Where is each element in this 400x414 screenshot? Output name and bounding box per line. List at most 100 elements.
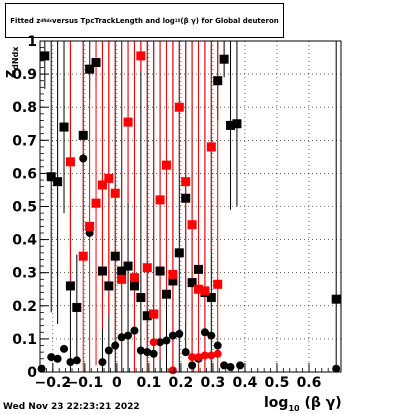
circle-marker [188,361,197,370]
circle-marker [37,364,46,373]
square-marker [123,117,133,127]
plot-frame [39,40,342,373]
square-marker [155,266,165,276]
circle-marker [149,349,158,358]
y-tick-label: 0.5 [12,200,37,216]
square-marker [187,278,197,288]
x-tick-label: 0 [112,375,122,391]
circle-marker [188,353,197,362]
square-marker [142,263,152,273]
circle-marker [200,351,209,360]
square-marker [181,177,191,187]
square-marker [213,279,223,289]
square-marker [168,276,178,286]
square-marker [206,142,216,152]
circle-marker [98,358,107,367]
square-marker [161,160,171,170]
timestamp: Wed Nov 23 22:23:21 2022 [3,402,140,412]
square-marker [155,195,165,205]
grid [40,41,341,372]
y-tick-label: 0.3 [12,266,37,282]
square-marker [213,76,223,86]
x-tick-label: 0.4 [233,375,258,391]
circle-marker [226,363,235,372]
circle-marker [130,326,139,335]
square-marker [97,180,107,190]
circle-marker [168,366,177,375]
square-marker [117,266,127,276]
circle-marker [332,364,341,373]
circle-marker [236,361,245,370]
circle-marker [220,361,229,370]
y-tick-label: 0.2 [12,299,37,315]
square-marker [78,130,88,140]
x-axis-title: log10 (β γ) [264,395,342,413]
square-marker [194,264,204,274]
circle-marker [213,349,222,358]
square-marker [91,198,101,208]
square-marker [129,281,139,291]
x-tick-label: 0.5 [265,375,290,391]
square-marker [149,309,159,319]
square-marker [181,193,191,203]
square-marker [40,51,50,61]
circle-marker [104,346,113,355]
x-tick-label: 0.3 [201,375,226,391]
circle-marker [149,338,158,347]
square-marker [174,102,184,112]
square-marker [206,293,216,303]
title-middle: versus TpcTrackLength and log [52,16,175,25]
square-marker [219,54,229,64]
square-marker [65,281,75,291]
y-tick-label: 1 [27,34,37,50]
y-tick-label: 0 [27,365,37,381]
y-tick-label: 0.7 [12,133,37,149]
circle-marker [124,331,133,340]
square-marker [85,64,95,74]
title-middle-sub: 10 [174,18,181,23]
circle-marker [85,228,94,237]
title-suffix: (β γ) for Global deuteron [180,16,279,25]
square-marker [226,120,236,130]
y-axis-title: zdNdx [2,46,20,78]
square-marker [110,188,120,198]
axis-ticks [39,40,335,373]
circle-marker [207,331,216,340]
circle-marker [60,344,69,353]
x-tick-label: 0.6 [297,375,322,391]
circle-marker [200,328,209,337]
title-prefix-sub: dNdx [40,18,53,23]
circle-marker [168,331,177,340]
markers [37,51,341,375]
circle-marker [111,341,120,350]
square-marker [174,248,184,258]
x-tick-label: −0.2 [35,375,72,391]
y-tick-label: 0.6 [12,166,37,182]
y-tick-label: 0.4 [12,233,37,249]
square-marker [142,311,152,321]
circle-marker [47,353,56,362]
circle-marker [117,333,126,342]
square-marker [161,289,171,299]
square-marker [129,273,139,283]
square-marker [110,251,120,261]
square-marker [104,281,114,291]
circle-marker [136,346,145,355]
y-tick-label: 0.1 [12,332,37,348]
circle-marker [175,329,184,338]
square-marker [91,58,101,68]
square-marker [65,157,75,167]
title-prefix: Fitted z [10,16,41,25]
square-marker [117,274,127,284]
circle-marker [162,336,171,345]
circle-marker [194,353,203,362]
circle-marker [143,348,152,357]
square-marker [200,286,210,296]
x-tick-label: −0.1 [67,375,104,391]
circle-marker [181,348,190,357]
x-tick-label: 0.1 [136,375,161,391]
square-marker [123,261,133,271]
circle-marker [53,354,62,363]
circle-marker [79,154,88,163]
square-marker [72,302,82,312]
